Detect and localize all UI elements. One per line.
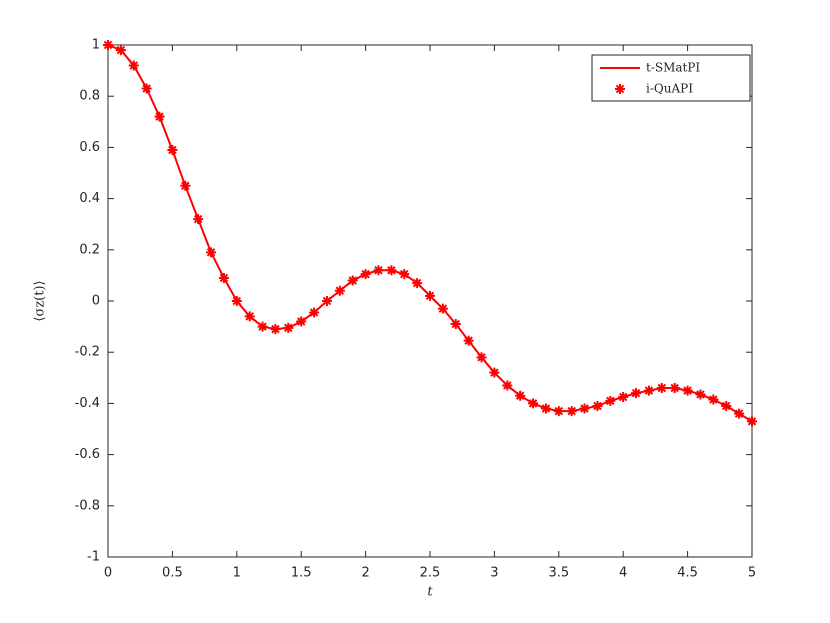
data-marker [605,395,616,406]
data-marker [321,296,332,306]
data-marker [283,322,294,333]
x-tick-label: 2.5 [420,566,441,581]
y-axis-label: ⟨σz(t)⟩ [33,280,48,321]
data-marker [489,367,500,378]
data-marker [257,321,268,332]
data-marker [115,45,126,56]
data-marker [193,214,204,225]
x-tick-label: 0.5 [162,566,183,581]
legend-box [591,54,751,102]
legend-swatch [615,84,625,94]
data-marker [386,265,397,276]
data-marker [515,390,526,401]
x-tick-label: 0 [104,566,112,581]
data-marker [270,324,281,335]
y-tick-label: 0.8 [79,89,100,104]
data-marker [656,383,667,394]
data-marker [643,385,654,396]
data-marker [218,272,229,283]
data-marker [540,403,551,414]
data-marker [167,144,178,155]
data-marker [502,380,513,391]
data-marker [425,290,435,301]
x-tick-label: 3.5 [548,566,569,581]
data-marker [618,392,629,402]
y-tick-label: -0.8 [75,498,100,513]
data-marker [309,307,320,318]
x-tick-label: 5 [748,566,756,581]
x-tick-label: 1.5 [291,566,312,581]
data-marker [141,83,152,94]
x-tick-label: 3 [490,566,498,581]
data-marker [476,352,487,363]
x-tick-label: 4.5 [677,566,698,581]
legend-label: t-SMatPI [646,61,700,75]
data-marker [334,285,345,296]
data-marker [528,398,539,409]
data-marker [399,269,410,280]
data-marker [437,303,448,314]
data-marker [553,406,564,417]
data-marker [631,388,642,399]
data-marker [463,335,474,346]
x-tick-label: 4 [619,566,627,581]
x-tick-label: 1 [233,566,241,581]
data-marker [695,389,706,400]
data-marker [592,400,603,411]
data-marker [721,400,732,411]
y-tick-label: 0.4 [79,191,100,206]
data-marker [669,383,680,394]
data-marker [708,394,719,405]
data-marker [206,247,217,258]
legend-label: i-QuAPI [646,82,693,96]
x-axis-label: t [427,585,433,600]
data-marker [231,296,242,306]
y-tick-label: -0.6 [75,447,100,462]
data-marker [244,311,255,322]
plot-area [107,44,753,558]
data-marker [128,60,139,71]
data-marker [154,111,165,122]
y-tick-label: -0.2 [75,345,100,360]
x-tick-label: 2 [361,566,369,581]
data-marker [412,278,423,289]
data-marker [566,406,577,417]
data-marker [450,319,461,330]
y-tick-label: -0.4 [75,396,100,411]
data-marker [103,40,113,50]
y-tick-label: 0.2 [79,242,100,257]
data-marker [734,408,745,419]
data-marker [579,403,590,414]
y-tick-label: -1 [87,550,100,565]
data-marker [373,265,384,276]
data-marker [682,385,693,396]
y-tick-label: 0.6 [79,140,100,155]
data-marker [747,416,757,427]
data-marker [296,316,307,327]
data-marker [180,180,191,191]
y-tick-label: 0 [92,294,100,309]
y-tick-label: 1 [92,38,100,53]
data-marker [360,269,371,280]
data-marker [347,275,358,286]
